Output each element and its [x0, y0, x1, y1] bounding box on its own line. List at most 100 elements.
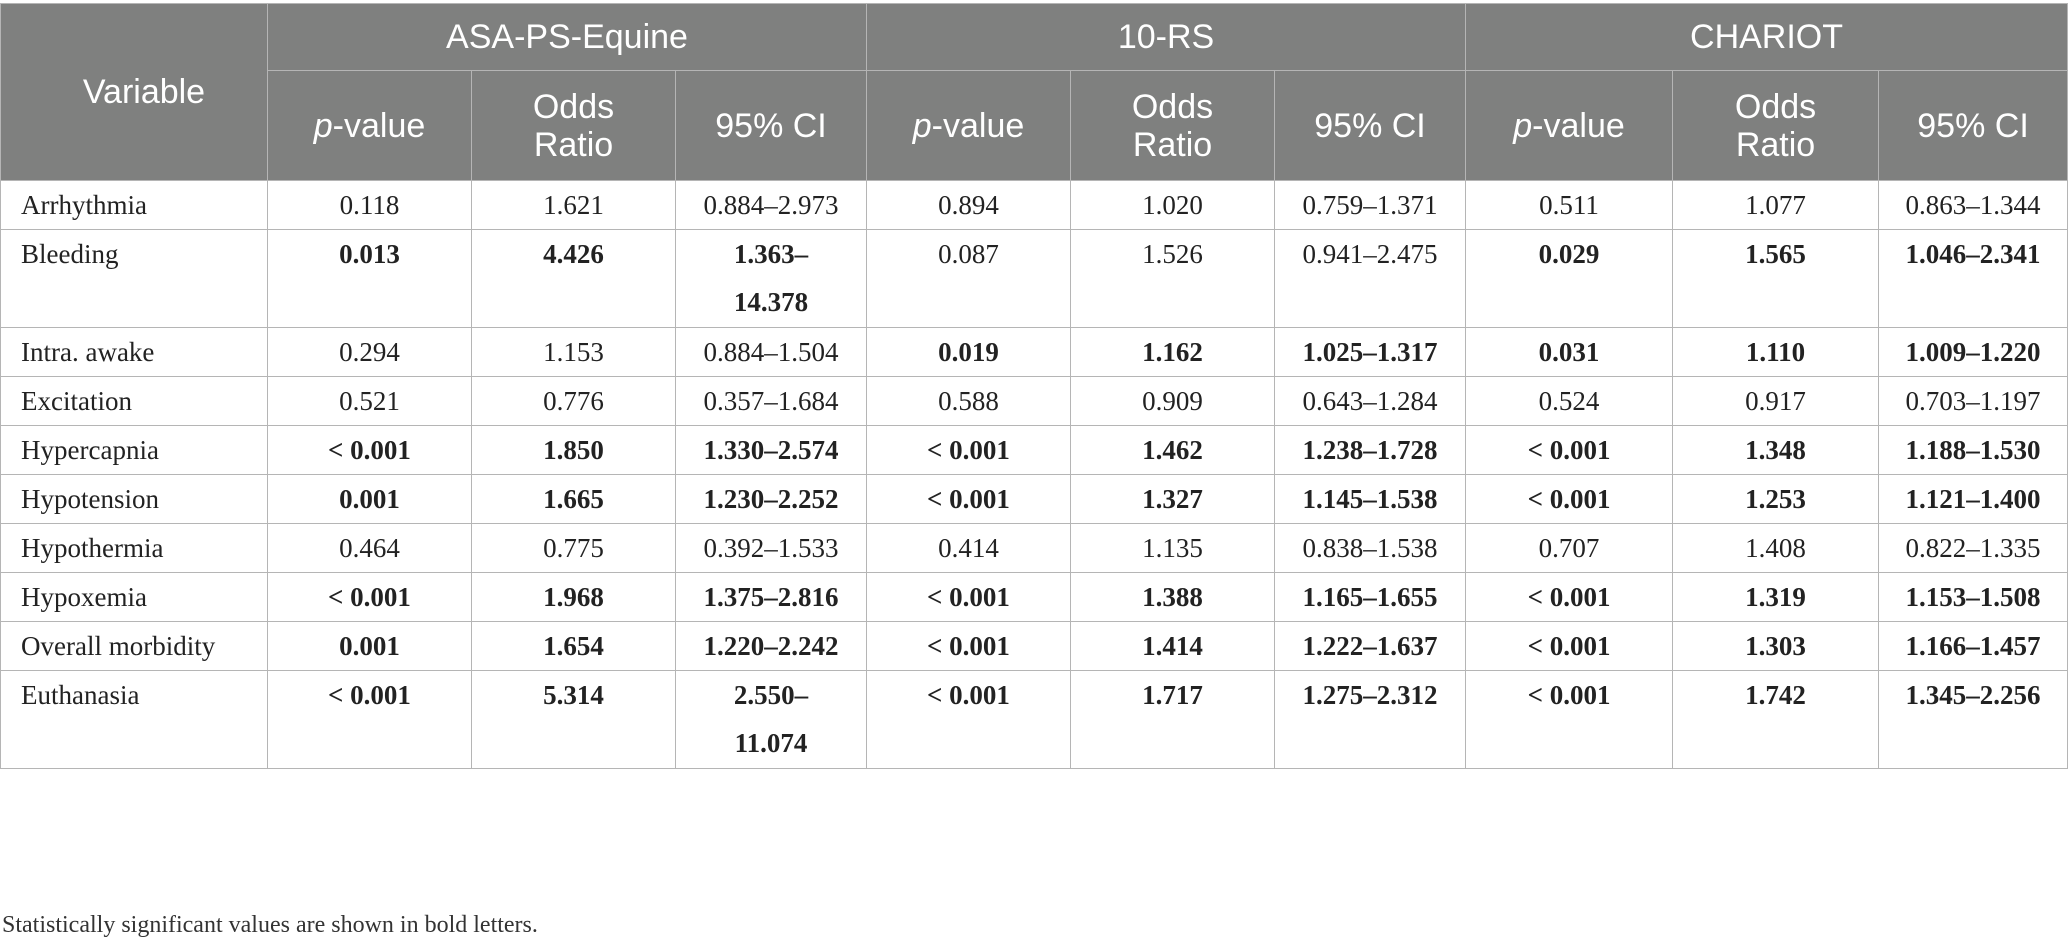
- subheader-pvalue-asa-ps-equine: p-value: [267, 70, 472, 181]
- subheader-pvalue-chariot: p-value: [1465, 70, 1674, 181]
- value-cell: 1.009–1.220: [1878, 327, 2068, 377]
- value-cell: 1.665: [471, 474, 676, 524]
- value-cell-line: 14.378: [733, 287, 809, 317]
- subheader-pvalue-10-rs: p-value: [866, 70, 1071, 181]
- value-cell: < 0.001: [866, 670, 1071, 769]
- row-variable: Intra. awake: [0, 327, 268, 377]
- subheader-pvalue-rest: -value: [931, 106, 1025, 145]
- value-cell: 1.408: [1672, 523, 1880, 573]
- value-cell: 1.220–2.242: [675, 621, 867, 671]
- value-cell-line: 2.550–: [733, 680, 809, 710]
- value-cell: 1.188–1.530: [1878, 425, 2068, 475]
- group-header-10-rs: 10-RS: [865, 3, 1467, 71]
- value-cell: 5.314: [471, 670, 676, 769]
- value-cell: 0.917: [1672, 376, 1880, 426]
- row-variable: Hypercapnia: [0, 425, 268, 475]
- value-cell: < 0.001: [1465, 474, 1674, 524]
- subheader-odds-line1: Odds: [1131, 87, 1214, 126]
- value-cell: 0.588: [866, 376, 1071, 426]
- subheader-odds-ratio-asa-ps-equine: Odds Ratio: [471, 70, 676, 181]
- value-cell: 1.153–1.508: [1878, 572, 2068, 622]
- value-cell: 1.345–2.256: [1878, 670, 2068, 769]
- table-row: Excitation 0.521 0.776 0.357–1.684 0.588 0.90…: [0, 376, 2068, 426]
- header-subcolumn-row: p-value Odds Ratio 95% CI p-value Odds Ratio 95…: [1, 70, 2068, 181]
- value-cell: 0.909: [1070, 376, 1275, 426]
- value-cell: 1.327: [1070, 474, 1275, 524]
- header-group-row: Variable ASA-PS-Equine 10-RS CHARIOT: [0, 3, 2068, 181]
- value-cell: 1.230–2.252: [675, 474, 867, 524]
- value-cell: 1.025–1.317: [1273, 327, 1467, 377]
- value-cell: 0.118: [267, 180, 472, 230]
- subheader-odds-line1: Odds: [1734, 87, 1817, 126]
- row-variable: Overall morbidity: [0, 621, 268, 671]
- value-cell: 1.319: [1672, 572, 1880, 622]
- value-cell: 4.426: [471, 229, 676, 328]
- row-variable: Arrhythmia: [0, 180, 268, 230]
- value-cell: 1.363– 14.378: [675, 229, 867, 328]
- value-cell: 0.941–2.475: [1273, 229, 1467, 328]
- subheader-odds-ratio-chariot: Odds Ratio: [1672, 70, 1880, 181]
- value-cell: 1.162: [1070, 327, 1275, 377]
- value-cell: 1.020: [1070, 180, 1275, 230]
- subheader-ci-10-rs: 95% CI: [1273, 70, 1467, 181]
- value-cell: < 0.001: [1465, 621, 1674, 671]
- subheader-odds-line1: Odds: [532, 87, 615, 126]
- row-variable: Excitation: [0, 376, 268, 426]
- value-cell: 1.145–1.538: [1273, 474, 1467, 524]
- table-header: Variable ASA-PS-Equine 10-RS CHARIOT p-v…: [0, 3, 2068, 181]
- value-cell: 1.253: [1672, 474, 1880, 524]
- table-row: Hypotension 0.001 1.665 1.230–2.252 < 0.001 1…: [0, 474, 2068, 524]
- subheader-odds-line2: Ratio: [1132, 125, 1213, 164]
- subheader-ci-chariot: 95% CI: [1878, 70, 2068, 181]
- value-cell: 1.375–2.816: [675, 572, 867, 622]
- value-cell: 0.013: [267, 229, 472, 328]
- value-cell: 0.884–1.504: [675, 327, 867, 377]
- value-cell: 1.046–2.341: [1878, 229, 2068, 328]
- table-body: Arrhythmia 0.118 1.621 0.884–2.973 0.894 1.02…: [0, 180, 2068, 769]
- row-variable: Hypotension: [0, 474, 268, 524]
- subheader-pvalue-rest: -value: [1532, 106, 1625, 145]
- value-cell: 1.742: [1672, 670, 1880, 769]
- value-cell: 0.775: [471, 523, 676, 573]
- value-cell: 0.392–1.533: [675, 523, 867, 573]
- value-cell: 1.077: [1672, 180, 1880, 230]
- table-row: Arrhythmia 0.118 1.621 0.884–2.973 0.894 1.02…: [0, 180, 2068, 230]
- subheader-odds-ratio-10-rs: Odds Ratio: [1070, 70, 1275, 181]
- value-cell: 0.759–1.371: [1273, 180, 1467, 230]
- value-cell: < 0.001: [866, 621, 1071, 671]
- value-cell: 0.001: [267, 474, 472, 524]
- value-cell: 0.884–2.973: [675, 180, 867, 230]
- subheader-pvalue-rest: -value: [332, 106, 426, 145]
- table-footnote: Statistically significant values are sho…: [2, 912, 538, 938]
- value-cell: 0.822–1.335: [1878, 523, 2068, 573]
- value-cell: 1.275–2.312: [1273, 670, 1467, 769]
- value-cell: < 0.001: [866, 474, 1071, 524]
- value-cell: < 0.001: [1465, 425, 1674, 475]
- value-cell: 1.135: [1070, 523, 1275, 573]
- value-cell: 1.717: [1070, 670, 1275, 769]
- value-cell: < 0.001: [267, 572, 472, 622]
- row-variable: Hypothermia: [0, 523, 268, 573]
- value-cell: 1.388: [1070, 572, 1275, 622]
- value-cell: 0.511: [1465, 180, 1674, 230]
- value-cell: < 0.001: [267, 425, 472, 475]
- table-row: Intra. awake 0.294 1.153 0.884–1.504 0.019 1.…: [0, 327, 2068, 377]
- value-cell: 1.850: [471, 425, 676, 475]
- value-cell: 0.087: [866, 229, 1071, 328]
- variable-column-header: Variable: [0, 3, 268, 181]
- table-row: Hypercapnia < 0.001 1.850 1.330–2.574 < 0.00…: [0, 425, 2068, 475]
- value-cell: 1.222–1.637: [1273, 621, 1467, 671]
- value-cell: 0.414: [866, 523, 1071, 573]
- subheader-pvalue-italic: p: [1513, 106, 1533, 145]
- value-cell: 0.357–1.684: [675, 376, 867, 426]
- subheader-odds-line2: Ratio: [533, 125, 614, 164]
- group-header-asa-ps-equine: ASA-PS-Equine: [267, 3, 867, 71]
- value-cell: 1.110: [1672, 327, 1880, 377]
- table-row: Bleeding 0.013 4.426 1.363– 14.378 0.087 1.526…: [0, 229, 2068, 328]
- value-cell: 0.524: [1465, 376, 1674, 426]
- value-cell: 1.166–1.457: [1878, 621, 2068, 671]
- value-cell: 2.550– 11.074: [675, 670, 867, 769]
- value-cell: 1.526: [1070, 229, 1275, 328]
- value-cell: 0.643–1.284: [1273, 376, 1467, 426]
- value-cell: 1.565: [1672, 229, 1880, 328]
